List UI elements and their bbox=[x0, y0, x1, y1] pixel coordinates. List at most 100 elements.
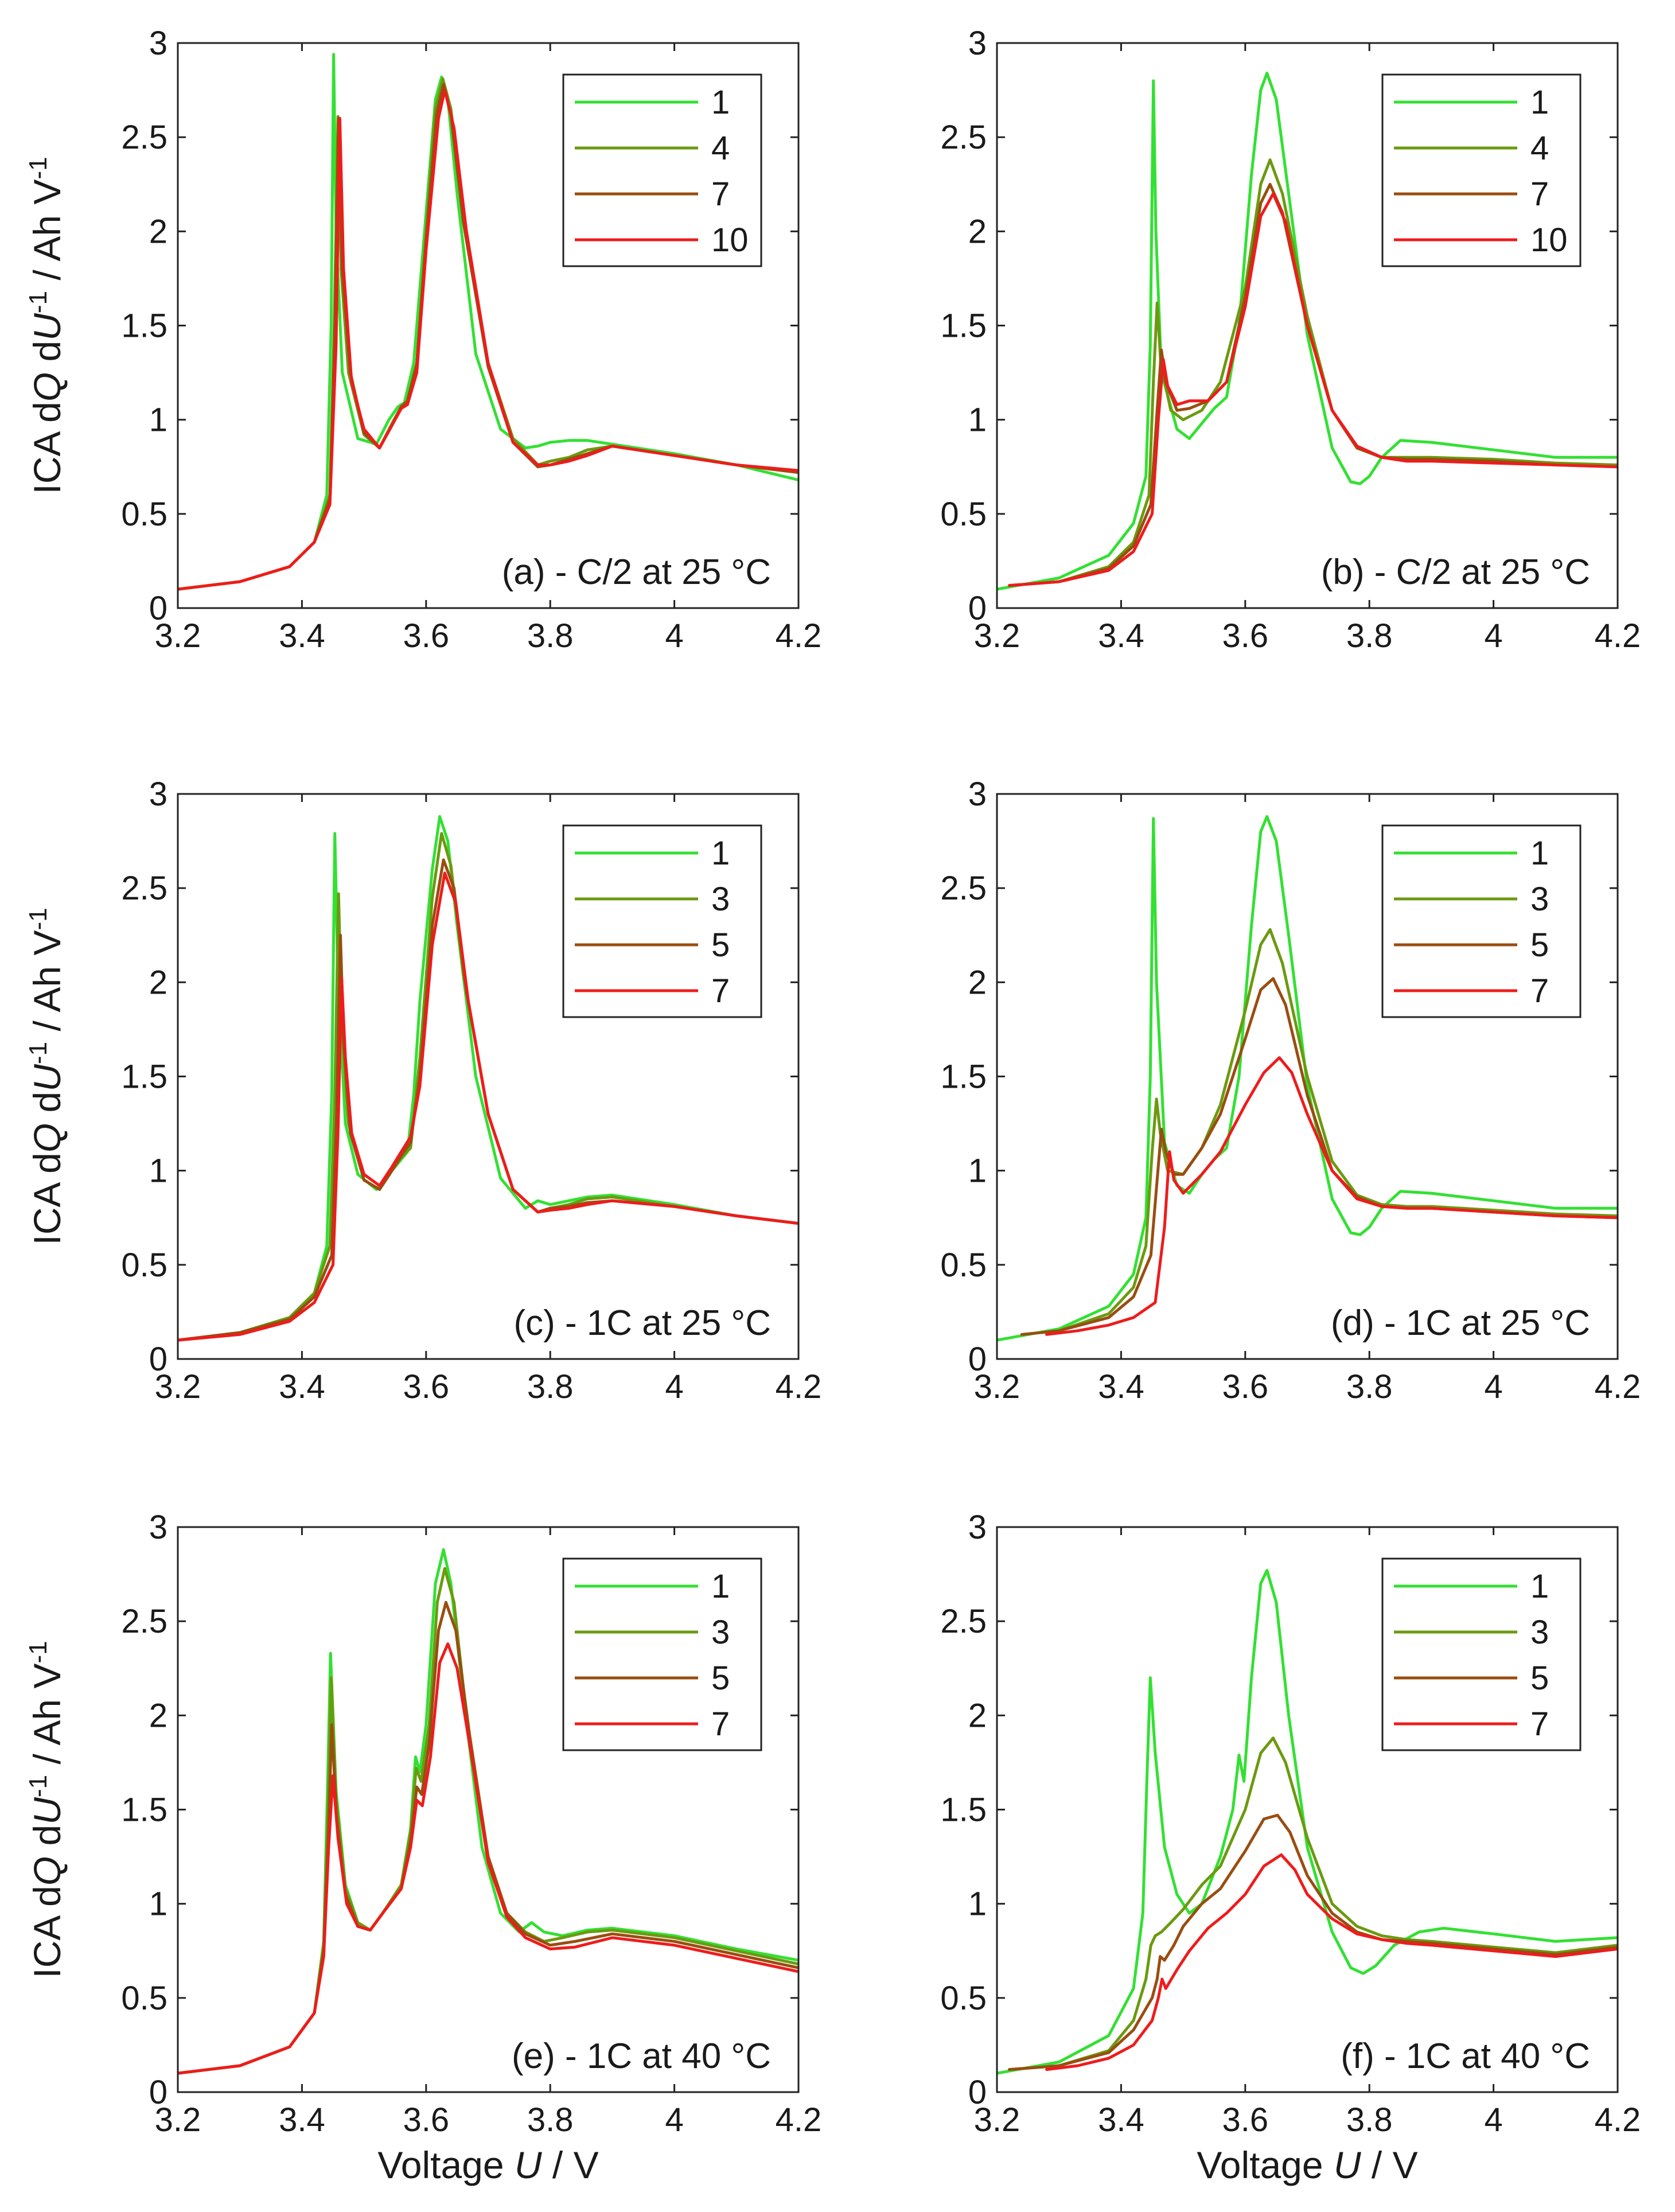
panel-f: 3.2 3.4 3.6 3.8 4 4.2 0 0.5 1 1.5 2 2.5 3 1 3 5 7 (f) - 1… bbox=[940, 1509, 1641, 2139]
series-line-7 bbox=[178, 871, 798, 1342]
y-tick-label: 2 bbox=[968, 1697, 987, 1734]
x-tick-label: 3.8 bbox=[527, 2101, 574, 2139]
panel-annotation: (d) - 1C at 25 °C bbox=[1331, 1303, 1590, 1343]
x-tick-label: 3.2 bbox=[974, 1368, 1020, 1405]
legend-label-7: 7 bbox=[711, 176, 730, 213]
x-axis-label: Voltage U / V bbox=[1197, 2144, 1417, 2186]
series-line-1 bbox=[997, 815, 1618, 1342]
x-tick-label: 4.2 bbox=[1595, 1368, 1641, 1405]
legend-box bbox=[562, 824, 762, 1018]
y-tick-label: 2.5 bbox=[940, 1603, 987, 1640]
y-axis-label: ICA dQ dU-1 / Ah V-1 bbox=[24, 908, 69, 1245]
legend-label-7: 7 bbox=[711, 972, 730, 1010]
legend-label-7: 7 bbox=[1530, 1705, 1549, 1743]
y-tick-label: 1 bbox=[149, 1152, 168, 1190]
x-tick-label: 4 bbox=[665, 2101, 683, 2139]
x-tick-label: 3.6 bbox=[1222, 1368, 1268, 1405]
y-tick-label: 0.5 bbox=[940, 496, 987, 533]
x-tick-label: 4 bbox=[1484, 1368, 1502, 1405]
x-tick-label: 3.8 bbox=[527, 1368, 574, 1405]
x-tick-label: 3.4 bbox=[279, 1368, 325, 1405]
y-tick-label: 1.5 bbox=[121, 1792, 168, 1829]
y-tick-label: 2 bbox=[149, 1697, 168, 1734]
legend-label-1: 1 bbox=[711, 1568, 730, 1605]
y-tick-label: 1.5 bbox=[121, 307, 168, 345]
y-tick-label: 2 bbox=[968, 213, 987, 250]
y-tick-label: 0.5 bbox=[121, 1980, 168, 2017]
x-tick-label: 3.8 bbox=[1346, 1368, 1393, 1405]
x-tick-label: 4 bbox=[1484, 617, 1502, 655]
legend-label-10: 10 bbox=[711, 221, 749, 259]
panel-b: 3.2 3.4 3.6 3.8 4 4.2 0 0.5 1 1.5 2 2.5 3 1 4 7 10 (b) - … bbox=[940, 25, 1641, 655]
panel-annotation: (f) - 1C at 40 °C bbox=[1341, 2036, 1590, 2076]
x-tick-label: 3.6 bbox=[403, 2101, 449, 2139]
y-tick-label: 0.5 bbox=[121, 496, 168, 533]
series-group bbox=[178, 815, 798, 1342]
series-line-4 bbox=[1008, 158, 1618, 587]
x-tick-label: 3.2 bbox=[155, 1368, 201, 1405]
panel-e: 3.2 3.4 3.6 3.8 4 4.2 0 0.5 1 1.5 2 2.5 3 1 3 5 7 (e) - 1… bbox=[121, 1509, 821, 2139]
series-group bbox=[178, 53, 798, 591]
legend: 1 3 5 7 bbox=[1381, 824, 1581, 1018]
series-line-1 bbox=[178, 815, 798, 1342]
legend-box bbox=[562, 1557, 762, 1751]
x-tick-label: 3.2 bbox=[974, 2101, 1020, 2139]
series-line-10 bbox=[178, 88, 798, 591]
series-line-10 bbox=[1008, 192, 1618, 587]
x-tick-label: 4 bbox=[665, 617, 683, 655]
legend: 1 3 5 7 bbox=[562, 824, 762, 1018]
x-tick-label: 3.6 bbox=[1222, 2101, 1268, 2139]
panel-annotation: (b) - C/2 at 25 °C bbox=[1321, 552, 1590, 592]
x-axis-label: Voltage U / V bbox=[377, 2144, 598, 2186]
y-tick-label: 0.5 bbox=[121, 1247, 168, 1284]
y-tick-label: 1.5 bbox=[940, 1792, 987, 1829]
x-tick-label: 3.2 bbox=[974, 617, 1020, 655]
x-tick-label: 3.6 bbox=[403, 617, 449, 655]
series-line-1 bbox=[997, 1569, 1618, 2075]
series-group bbox=[997, 1569, 1618, 2075]
legend-label-5: 5 bbox=[1530, 926, 1549, 964]
panel-a: 3.2 3.4 3.6 3.8 4 4.2 0 0.5 1 1.5 2 2.5 3 1 4 7 10 (a) - … bbox=[121, 25, 821, 655]
legend: 1 3 5 7 bbox=[1381, 1557, 1581, 1751]
x-tick-label: 3.4 bbox=[1098, 1368, 1144, 1405]
legend-label-1: 1 bbox=[1530, 835, 1549, 872]
y-tick-label: 2.5 bbox=[940, 119, 987, 156]
panel-annotation: (a) - C/2 at 25 °C bbox=[502, 552, 771, 592]
y-tick-label: 0 bbox=[149, 590, 168, 627]
legend-label-3: 3 bbox=[1530, 1614, 1549, 1651]
x-tick-label: 4.2 bbox=[776, 2101, 822, 2139]
legend-box bbox=[1381, 73, 1581, 267]
x-tick-label: 3.8 bbox=[1346, 2101, 1393, 2139]
y-tick-label: 3 bbox=[149, 25, 168, 62]
legend-label-3: 3 bbox=[711, 881, 730, 918]
series-line-7 bbox=[1045, 1056, 1618, 1336]
legend-label-1: 1 bbox=[711, 84, 730, 121]
y-tick-label: 0 bbox=[968, 1341, 987, 1378]
x-tick-label: 3.2 bbox=[155, 2101, 201, 2139]
y-tick-label: 1.5 bbox=[940, 1058, 987, 1096]
legend: 1 4 7 10 bbox=[562, 73, 762, 267]
x-tick-label: 4.2 bbox=[1595, 2101, 1641, 2139]
y-tick-label: 3 bbox=[149, 776, 168, 813]
y-tick-label: 1 bbox=[968, 1152, 987, 1190]
x-tick-label: 3.2 bbox=[155, 617, 201, 655]
y-tick-label: 2.5 bbox=[940, 870, 987, 907]
legend-label-1: 1 bbox=[711, 835, 730, 872]
y-tick-label: 1.5 bbox=[940, 307, 987, 345]
panel-d: 3.2 3.4 3.6 3.8 4 4.2 0 0.5 1 1.5 2 2.5 3 1 3 5 7 (d) - 1… bbox=[940, 776, 1641, 1405]
legend-box bbox=[562, 73, 762, 267]
series-line-5 bbox=[1008, 1813, 1618, 2071]
legend-label-10: 10 bbox=[1530, 221, 1568, 259]
y-tick-label: 2.5 bbox=[121, 119, 168, 156]
x-tick-label: 4.2 bbox=[1595, 617, 1641, 655]
y-tick-label: 1.5 bbox=[121, 1058, 168, 1096]
legend-box bbox=[1381, 824, 1581, 1018]
y-tick-label: 2 bbox=[149, 964, 168, 1001]
series-line-7 bbox=[1045, 1853, 1618, 2071]
legend-label-1: 1 bbox=[1530, 1568, 1549, 1605]
y-tick-label: 1 bbox=[149, 1886, 168, 1923]
y-tick-label: 3 bbox=[968, 776, 987, 813]
x-tick-label: 3.4 bbox=[1098, 2101, 1144, 2139]
x-tick-label: 3.4 bbox=[279, 2101, 325, 2139]
legend-label-3: 3 bbox=[1530, 881, 1549, 918]
